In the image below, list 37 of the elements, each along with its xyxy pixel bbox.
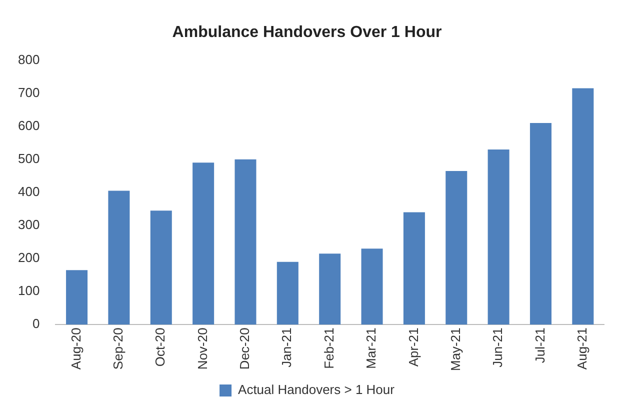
- bar: [66, 270, 88, 325]
- chart-title: Ambulance Handovers Over 1 Hour: [172, 24, 442, 42]
- bar: [530, 123, 552, 325]
- x-tick-label: May-21: [448, 328, 463, 372]
- y-tick-label: 0: [32, 316, 40, 332]
- bar: [108, 190, 130, 325]
- x-tick-label: Aug-20: [68, 328, 84, 370]
- y-tick-label: 200: [18, 250, 40, 266]
- y-tick-label: 500: [18, 150, 40, 166]
- x-tick-label: Mar-21: [364, 328, 379, 369]
- x-tick-label: Nov-20: [194, 328, 210, 370]
- bar: [276, 262, 298, 325]
- bar: [192, 162, 214, 325]
- bar: [403, 212, 425, 325]
- y-tick-label: 600: [18, 118, 40, 133]
- y-tick-label: 700: [18, 84, 40, 100]
- y-tick-label: 400: [18, 184, 40, 200]
- bar: [319, 254, 341, 325]
- x-tick-label: Jan-21: [279, 328, 294, 368]
- x-tick-label: Feb-21: [321, 328, 336, 369]
- x-tick-label: Jun-21: [490, 328, 506, 368]
- bar: [446, 170, 468, 325]
- y-tick-label: 800: [18, 52, 40, 67]
- bar: [234, 159, 256, 325]
- x-tick-label: Dec-20: [237, 328, 252, 370]
- x-tick-label: Sep-20: [110, 328, 126, 370]
- bar: [361, 248, 383, 325]
- x-tick-label: Apr-21: [406, 328, 421, 367]
- bar: [572, 88, 594, 325]
- y-tick-label: 300: [18, 217, 40, 232]
- bar: [150, 210, 172, 325]
- x-tick-label: Oct-20: [152, 328, 168, 367]
- x-tick-label: Aug-21: [574, 328, 590, 370]
- bar: [488, 149, 510, 325]
- x-tick-label: Jul-21: [532, 328, 548, 364]
- legend-label: Actual Handovers > 1 Hour: [238, 382, 396, 398]
- y-tick-label: 100: [18, 283, 40, 298]
